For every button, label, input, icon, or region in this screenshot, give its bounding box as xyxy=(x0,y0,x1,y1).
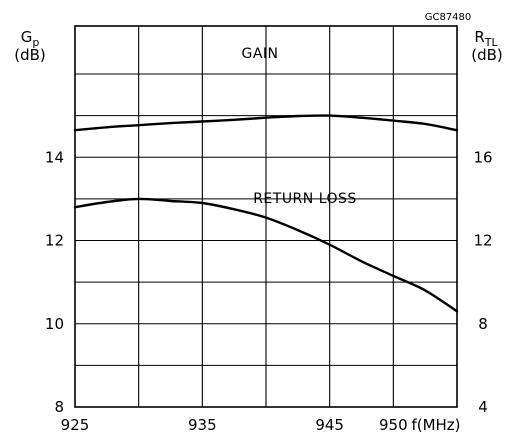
left-axis-title: Gp xyxy=(21,28,40,49)
x-tick-label: 950 xyxy=(379,416,408,434)
gain-series-line xyxy=(73,114,459,132)
grid xyxy=(75,26,457,407)
x-tick-label: 945 xyxy=(315,416,344,434)
left-tick-label: 10 xyxy=(45,315,64,333)
left-tick-label: 14 xyxy=(45,148,64,166)
return-loss-series-line xyxy=(73,197,459,313)
series-label-gain: GAIN xyxy=(241,46,278,62)
label-layer: GC87480 Gp (dB) RTL (dB) f(MHz) GAIN RET… xyxy=(14,12,503,434)
series-layer xyxy=(73,114,459,313)
x-tick-label: 925 xyxy=(61,416,90,434)
figure-code: GC87480 xyxy=(425,12,472,23)
left-tick-label: 8 xyxy=(54,398,64,416)
plot-frame xyxy=(74,25,458,408)
series-label-return-loss: RETURN LOSS xyxy=(253,191,357,207)
left-axis-unit: (dB) xyxy=(14,46,46,64)
right-axis-title: RTL xyxy=(474,28,498,49)
left-tick-label: 12 xyxy=(45,232,64,250)
x-tick-label: 935 xyxy=(188,416,217,434)
right-tick-label: 4 xyxy=(478,398,488,416)
right-tick-label: 8 xyxy=(478,315,488,333)
right-tick-label: 16 xyxy=(473,148,492,166)
tick-labels: 925 935 945 950 8 10 12 14 4 8 12 16 xyxy=(45,148,493,434)
right-axis-unit: (dB) xyxy=(471,46,503,64)
right-tick-label: 12 xyxy=(473,232,492,250)
x-axis-title: f(MHz) xyxy=(411,416,460,434)
